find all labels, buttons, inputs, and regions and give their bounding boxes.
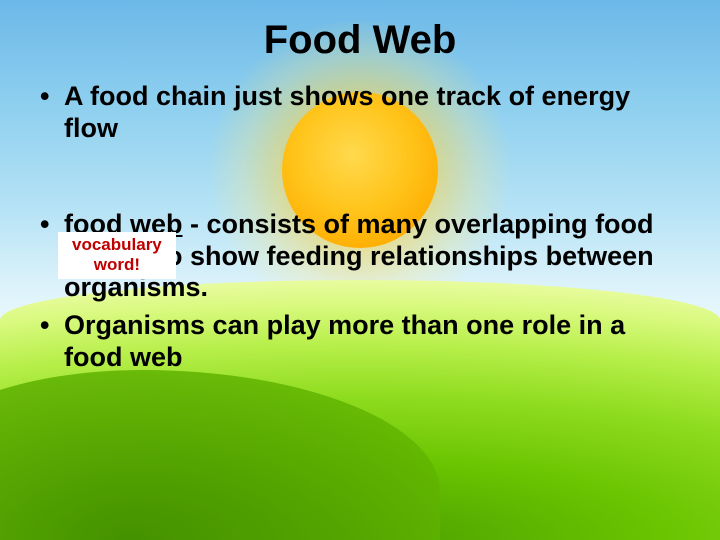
slide: Food Web A food chain just shows one tra… bbox=[0, 0, 720, 540]
page-title: Food Web bbox=[36, 18, 684, 63]
bullet-item: Organisms can play more than one role in… bbox=[36, 310, 684, 374]
bullet-list: A food chain just shows one track of ene… bbox=[36, 81, 684, 145]
vocab-label-line: word! bbox=[72, 255, 162, 275]
vocab-callout: vocabulary word! bbox=[58, 232, 176, 279]
bullet-text: Organisms can play more than one role in… bbox=[64, 310, 625, 372]
vocab-label-line: vocabulary bbox=[72, 235, 162, 255]
bullet-text: A food chain just shows one track of ene… bbox=[64, 81, 630, 143]
bullet-item: A food chain just shows one track of ene… bbox=[36, 81, 684, 145]
spacer bbox=[36, 151, 684, 209]
